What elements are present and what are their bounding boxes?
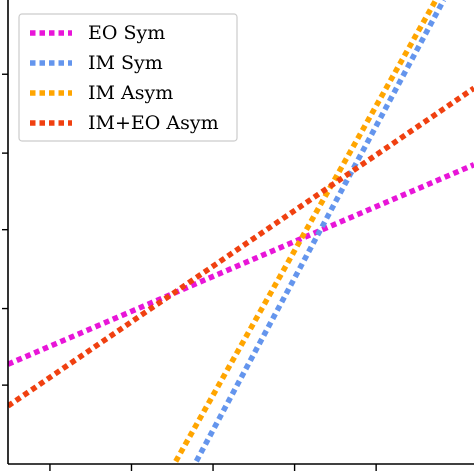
- legend-frame: [18, 13, 238, 142]
- series-layer: [8, 0, 474, 464]
- legend-label-1: IM Sym: [88, 52, 163, 74]
- series-line-2: [171, 0, 440, 464]
- y-ticks: [2, 73, 8, 386]
- legend-label-2: IM Asym: [88, 82, 173, 104]
- series-line-1: [191, 0, 447, 464]
- x-ticks: [49, 464, 377, 471]
- legend: EO Sym IM Sym IM Asym IM+EO Asym: [18, 13, 238, 142]
- legend-entries: EO Sym IM Sym IM Asym IM+EO Asym: [30, 22, 219, 134]
- series-line-3: [8, 85, 474, 409]
- series-line-0: [8, 162, 474, 367]
- legend-label-3: IM+EO Asym: [88, 112, 219, 134]
- legend-label-0: EO Sym: [88, 22, 165, 44]
